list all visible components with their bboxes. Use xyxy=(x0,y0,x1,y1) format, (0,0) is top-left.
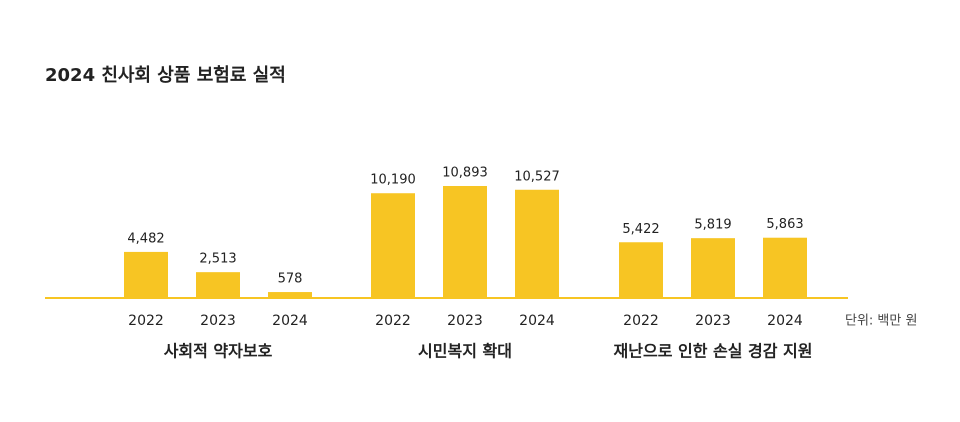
group-label: 재난으로 인한 손실 경감 지원 xyxy=(614,342,813,361)
group-label: 사회적 약자보호 xyxy=(164,342,273,361)
x-tick-label: 2023 xyxy=(695,313,731,329)
value-label: 4,482 xyxy=(127,231,164,246)
chart-title: 2024 친사회 상품 보험료 실적 xyxy=(45,64,286,86)
value-label: 578 xyxy=(278,272,303,287)
x-tick-label: 2023 xyxy=(447,313,483,329)
x-tick-label: 2024 xyxy=(519,313,555,329)
bar xyxy=(196,272,240,298)
x-tick-label: 2022 xyxy=(375,313,411,329)
x-tick-label: 2024 xyxy=(767,313,803,329)
bar xyxy=(763,237,807,298)
bar xyxy=(515,189,559,298)
value-label: 5,422 xyxy=(622,222,659,237)
bar xyxy=(691,238,735,298)
value-label: 5,819 xyxy=(694,218,731,233)
x-tick-label: 2022 xyxy=(623,313,659,329)
bar xyxy=(371,193,415,298)
value-label: 5,863 xyxy=(766,217,803,232)
bar xyxy=(619,242,663,298)
bar xyxy=(124,251,168,298)
value-label: 10,893 xyxy=(442,166,488,181)
x-tick-label: 2023 xyxy=(200,313,236,329)
unit-label: 단위: 백만 원 xyxy=(845,314,917,329)
bar xyxy=(443,186,487,298)
value-label: 10,527 xyxy=(514,169,560,184)
group-label: 시민복지 확대 xyxy=(418,342,512,361)
x-tick-label: 2024 xyxy=(272,313,308,329)
value-label: 10,190 xyxy=(370,173,416,188)
value-label: 2,513 xyxy=(199,252,236,267)
x-tick-label: 2022 xyxy=(128,313,164,329)
bar xyxy=(268,292,312,298)
